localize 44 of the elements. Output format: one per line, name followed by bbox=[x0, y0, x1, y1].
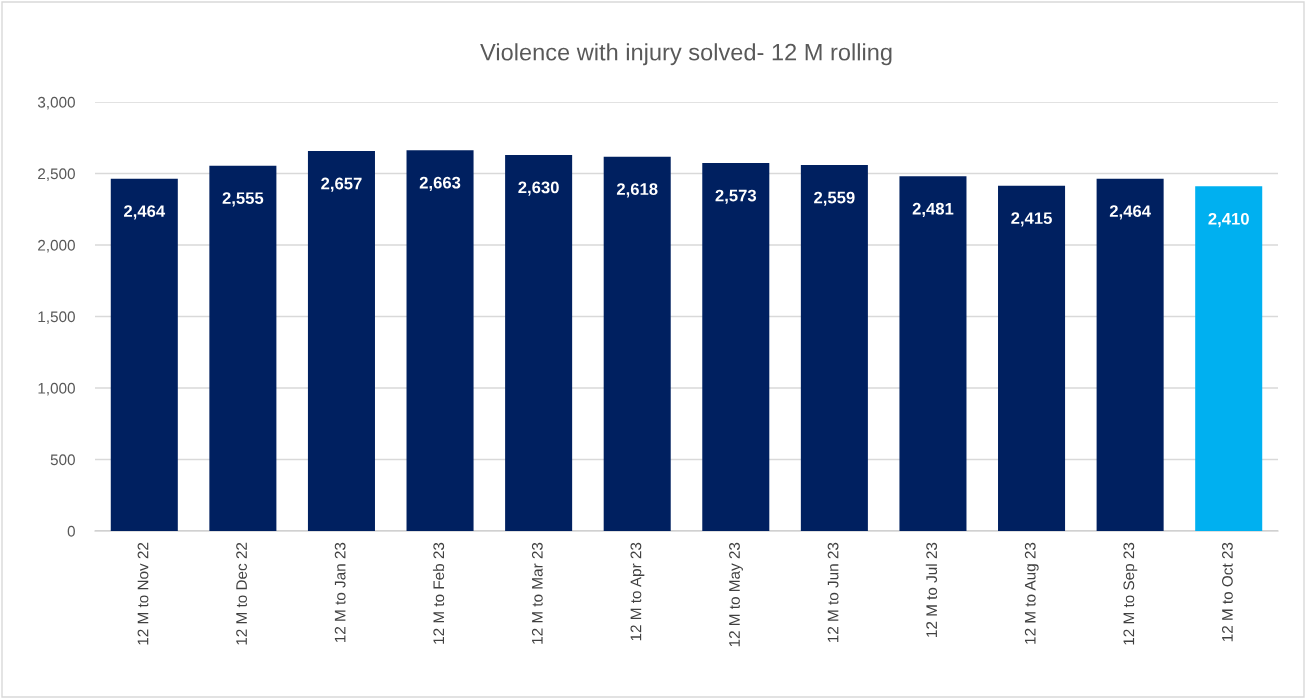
data-label: 2,657 bbox=[321, 177, 362, 192]
bar bbox=[505, 154, 573, 531]
data-label: 2,464 bbox=[1109, 205, 1151, 220]
data-label: 2,415 bbox=[1011, 212, 1052, 227]
y-tick-label: 2,500 bbox=[38, 168, 75, 181]
x-tick-label: 12 M to Apr 23 bbox=[630, 542, 645, 641]
x-tick-label: 12 M to Oct 23 bbox=[1221, 542, 1233, 642]
x-tick-label: 12 M to May 23 bbox=[729, 542, 743, 647]
x-tick-label: 12 M to Sep 23 bbox=[1123, 542, 1138, 645]
bar bbox=[899, 176, 967, 531]
y-tick-label: 1,000 bbox=[38, 382, 75, 396]
bar bbox=[800, 165, 868, 531]
chart-title: Violence with injury solved- 12 M rolling bbox=[480, 43, 892, 66]
x-tick-label: 12 M to Feb 23 bbox=[432, 542, 445, 644]
y-tick-label: 500 bbox=[50, 454, 75, 466]
y-tick-label: 2,000 bbox=[38, 239, 75, 253]
data-label: 2,464 bbox=[124, 205, 166, 220]
bar bbox=[1195, 186, 1263, 531]
y-tick-label: 0 bbox=[67, 525, 75, 537]
bar bbox=[209, 165, 277, 531]
data-label: 2,559 bbox=[814, 191, 855, 206]
data-label: 2,481 bbox=[912, 202, 954, 218]
x-tick-label: 12 M to Jul 23 bbox=[925, 542, 938, 637]
x-tick-label: 12 M to Nov 22 bbox=[137, 542, 149, 645]
y-tick-label: 3,000 bbox=[37, 96, 75, 110]
x-tick-label: 12 M to Dec 22 bbox=[236, 542, 247, 645]
x-tick-label: 12 M to Aug 23 bbox=[1024, 542, 1039, 644]
data-label: 2,410 bbox=[1208, 212, 1249, 228]
x-tick-label: 12 M to Jan 23 bbox=[334, 542, 346, 642]
data-label: 2,573 bbox=[715, 189, 757, 204]
bar bbox=[1096, 178, 1164, 531]
bar bbox=[406, 150, 474, 531]
data-label: 2,630 bbox=[518, 181, 559, 196]
data-label: 2,555 bbox=[222, 192, 264, 207]
data-label: 2,663 bbox=[419, 176, 461, 191]
bar bbox=[702, 163, 770, 531]
x-tick-label: 12 M to Jun 23 bbox=[827, 542, 839, 642]
bar bbox=[998, 185, 1066, 531]
bar bbox=[603, 156, 671, 531]
bar bbox=[307, 151, 375, 531]
data-label: 2,618 bbox=[616, 183, 658, 198]
x-tick-label: 12 M to Mar 23 bbox=[531, 542, 543, 644]
bar bbox=[110, 178, 178, 531]
y-tick-label: 1,500 bbox=[38, 311, 75, 324]
